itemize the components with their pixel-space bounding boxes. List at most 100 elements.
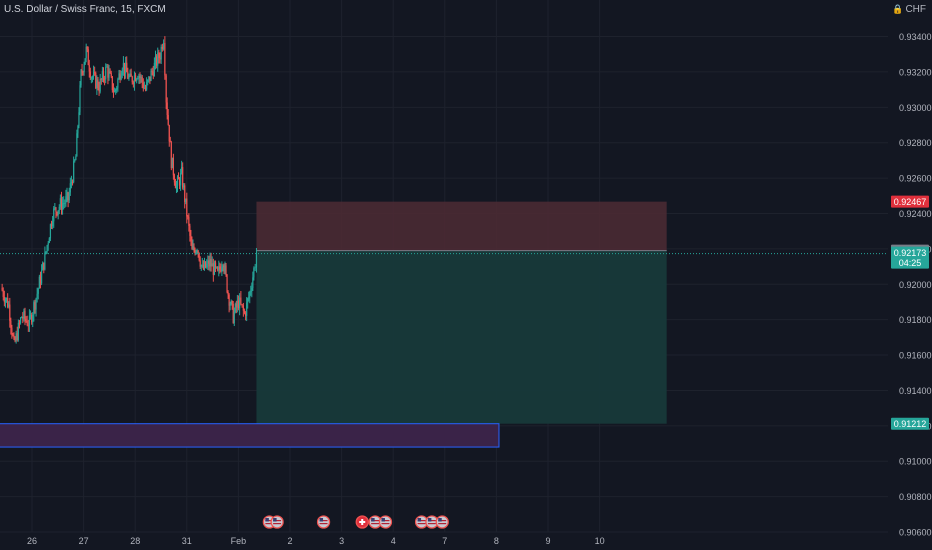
- candle-body: [7, 297, 9, 308]
- candle-body: [117, 79, 119, 88]
- candle-body: [213, 262, 216, 275]
- candle: [123, 62, 126, 80]
- us-flag-icon[interactable]: [316, 515, 331, 529]
- candle-body: [33, 302, 35, 315]
- flag-stripe: [438, 520, 447, 522]
- candle: [95, 71, 97, 90]
- candle: [11, 324, 13, 339]
- candle: [91, 75, 94, 83]
- candle: [50, 220, 53, 229]
- candle: [60, 191, 63, 215]
- take-profit-zone[interactable]: [256, 250, 667, 424]
- us-flag-icon[interactable]: [435, 515, 449, 529]
- candle: [2, 287, 4, 301]
- candle: [122, 56, 125, 76]
- candle-body: [136, 78, 138, 81]
- candle: [190, 229, 192, 246]
- flag-stripe: [381, 520, 390, 522]
- candle-body: [154, 56, 157, 63]
- candle: [213, 260, 216, 276]
- candles: [1, 36, 258, 344]
- candle-body: [102, 71, 105, 79]
- candle-body: [165, 75, 167, 103]
- candle-body: [183, 185, 185, 188]
- candle-body: [147, 79, 149, 83]
- candle-body: [105, 67, 107, 80]
- candle: [10, 317, 12, 335]
- event-marker-circle: [270, 515, 284, 529]
- candle: [202, 260, 204, 271]
- candle-body: [79, 85, 81, 113]
- candle: [191, 236, 193, 250]
- candle-body: [242, 305, 244, 311]
- flag-stripe: [417, 523, 426, 525]
- candle: [66, 187, 68, 203]
- candle: [157, 47, 159, 72]
- x-tick-label: 31: [182, 536, 192, 546]
- candle-body: [249, 292, 251, 298]
- flag-stripe: [273, 520, 282, 522]
- candle: [251, 282, 253, 298]
- y-tick-label: 0.90800: [899, 492, 932, 502]
- y-tick-label: 0.91800: [899, 315, 932, 325]
- candle-body: [78, 112, 80, 127]
- candle: [198, 252, 200, 262]
- candle-body: [151, 70, 153, 72]
- swiss-flag-icon[interactable]: [355, 515, 369, 529]
- price-axis: 0.93400 0.93200 0.93000 0.92800 0.92600 0.924…: [888, 0, 932, 550]
- candle: [61, 196, 64, 215]
- candle-body: [116, 87, 118, 90]
- candle-body: [160, 46, 162, 60]
- candle-body: [209, 259, 211, 267]
- candle: [173, 173, 176, 186]
- us-flag-icon[interactable]: [368, 515, 382, 529]
- candle-body: [4, 299, 7, 303]
- candle-body: [21, 316, 23, 318]
- candle: [9, 297, 11, 328]
- candle-body: [173, 175, 176, 183]
- purple-zone-rectangle[interactable]: [0, 423, 500, 448]
- candle-body: [63, 203, 65, 204]
- candle-body: [203, 261, 206, 270]
- candle-body: [192, 246, 194, 250]
- candle-body: [45, 251, 47, 253]
- candle-body: [227, 292, 229, 295]
- candle-body: [230, 300, 232, 305]
- candle: [169, 136, 171, 143]
- candle: [87, 46, 89, 66]
- candle: [82, 70, 84, 76]
- candle-body: [212, 263, 214, 275]
- candle: [217, 266, 219, 272]
- candle: [186, 192, 188, 224]
- candle-body: [127, 72, 129, 79]
- candle: [83, 61, 85, 76]
- candle-body: [226, 274, 228, 293]
- candle: [26, 315, 28, 327]
- candle: [85, 43, 87, 63]
- candle: [209, 252, 211, 272]
- candle: [113, 87, 116, 93]
- candle: [167, 109, 169, 126]
- currency-selector[interactable]: 🔒 CHF: [892, 4, 926, 15]
- target-price-badge[interactable]: 0.91212: [891, 417, 929, 430]
- candle: [42, 261, 44, 271]
- candle: [229, 301, 231, 311]
- stop-loss-zone[interactable]: [256, 201, 667, 251]
- us-flag-icon[interactable]: [270, 515, 284, 529]
- candle: [150, 68, 152, 82]
- candle-body: [100, 78, 102, 80]
- candle-body: [118, 73, 120, 80]
- candle-body: [35, 298, 37, 310]
- stop-price-badge[interactable]: 0.92467: [891, 195, 929, 208]
- candle: [55, 206, 57, 219]
- us-flag-icon[interactable]: [378, 515, 393, 529]
- candle-body: [31, 314, 33, 323]
- candle: [204, 261, 207, 269]
- candle: [203, 257, 206, 271]
- y-tick-label: 0.92400: [899, 209, 932, 219]
- candle-body: [174, 182, 177, 189]
- candle-body: [19, 317, 22, 324]
